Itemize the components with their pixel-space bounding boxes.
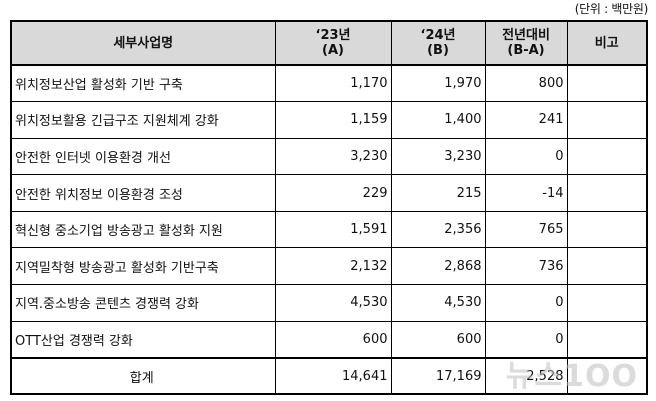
total-row: 합계 14,641 17,169 2,528 bbox=[10, 356, 648, 396]
row-y24: 3,230 bbox=[390, 137, 486, 176]
row-note bbox=[566, 101, 648, 139]
row-diff: 765 bbox=[484, 210, 568, 249]
row-diff: 800 bbox=[484, 64, 568, 103]
row-name: 안전한 인터넷 이용환경 개선 bbox=[10, 137, 276, 176]
header-y24: ‘24년 (B) bbox=[390, 20, 486, 66]
row-diff: 736 bbox=[484, 247, 568, 286]
unit-note: (단위 : 백만원) bbox=[574, 2, 649, 16]
row-name: 안전한 위치정보 이용환경 조성 bbox=[10, 174, 276, 212]
row-y24: 2,356 bbox=[390, 210, 486, 249]
row-y24: 4,530 bbox=[390, 284, 486, 322]
row-note bbox=[566, 137, 648, 176]
header-y23-code: (A) bbox=[322, 43, 344, 58]
total-y23: 14,641 bbox=[274, 356, 392, 396]
row-diff: -14 bbox=[484, 174, 568, 212]
table-row: 지역.중소방송 콘텐츠 경쟁력 강화 4,530 4,530 0 bbox=[10, 284, 648, 322]
row-name: 위치정보활용 긴급구조 지원체계 강화 bbox=[10, 101, 276, 139]
row-note bbox=[566, 64, 648, 103]
table-row: 안전한 인터넷 이용환경 개선 3,230 3,230 0 bbox=[10, 137, 648, 176]
total-note bbox=[566, 356, 648, 396]
row-y24: 1,970 bbox=[390, 64, 486, 103]
row-y23: 600 bbox=[274, 320, 392, 359]
row-y23: 4,530 bbox=[274, 284, 392, 322]
row-y24: 1,400 bbox=[390, 101, 486, 139]
budget-table: 세부사업명 ‘23년 (A) ‘24년 (B) 전년대비 (B-A) 비고 위치… bbox=[10, 20, 648, 396]
row-diff: 0 bbox=[484, 284, 568, 322]
row-diff: 0 bbox=[484, 320, 568, 359]
row-y23: 3,230 bbox=[274, 137, 392, 176]
table-row: 안전한 위치정보 이용환경 조성 229 215 -14 bbox=[10, 174, 648, 212]
table-row: 혁신형 중소기업 방송광고 활성화 지원 1,591 2,356 765 bbox=[10, 210, 648, 249]
row-diff: 241 bbox=[484, 101, 568, 139]
row-note bbox=[566, 247, 648, 286]
header-row: 세부사업명 ‘23년 (A) ‘24년 (B) 전년대비 (B-A) 비고 bbox=[10, 20, 648, 66]
header-name: 세부사업명 bbox=[10, 20, 276, 66]
row-y23: 1,170 bbox=[274, 64, 392, 103]
header-y23: ‘23년 (A) bbox=[274, 20, 392, 66]
row-y23: 2,132 bbox=[274, 247, 392, 286]
row-name: OTT산업 경쟁력 강화 bbox=[10, 320, 276, 359]
table-row: OTT산업 경쟁력 강화 600 600 0 bbox=[10, 320, 648, 359]
row-y24: 600 bbox=[390, 320, 486, 359]
total-label: 합계 bbox=[10, 356, 276, 396]
row-y23: 229 bbox=[274, 174, 392, 212]
header-diff-label: 전년대비 bbox=[502, 28, 550, 43]
table-row: 지역밀착형 방송광고 활성화 기반구축 2,132 2,868 736 bbox=[10, 247, 648, 286]
header-diff: 전년대비 (B-A) bbox=[484, 20, 568, 66]
row-y24: 215 bbox=[390, 174, 486, 212]
total-y24: 17,169 bbox=[390, 356, 486, 396]
row-name: 위치정보산업 활성화 기반 구축 bbox=[10, 64, 276, 103]
row-note bbox=[566, 174, 648, 212]
row-note bbox=[566, 210, 648, 249]
row-name: 지역.중소방송 콘텐츠 경쟁력 강화 bbox=[10, 284, 276, 322]
row-name: 혁신형 중소기업 방송광고 활성화 지원 bbox=[10, 210, 276, 249]
header-y23-year: ‘23년 bbox=[315, 28, 351, 43]
row-diff: 0 bbox=[484, 137, 568, 176]
header-note: 비고 bbox=[566, 20, 648, 66]
header-y24-year: ‘24년 bbox=[420, 28, 456, 43]
row-note bbox=[566, 320, 648, 359]
table-row: 위치정보산업 활성화 기반 구축 1,170 1,970 800 bbox=[10, 64, 648, 103]
row-y23: 1,159 bbox=[274, 101, 392, 139]
row-name: 지역밀착형 방송광고 활성화 기반구축 bbox=[10, 247, 276, 286]
row-y23: 1,591 bbox=[274, 210, 392, 249]
header-y24-code: (B) bbox=[427, 43, 449, 58]
row-note bbox=[566, 284, 648, 322]
row-y24: 2,868 bbox=[390, 247, 486, 286]
table-row: 위치정보활용 긴급구조 지원체계 강화 1,159 1,400 241 bbox=[10, 101, 648, 139]
total-diff: 2,528 bbox=[484, 356, 568, 396]
header-diff-formula: (B-A) bbox=[507, 43, 545, 58]
